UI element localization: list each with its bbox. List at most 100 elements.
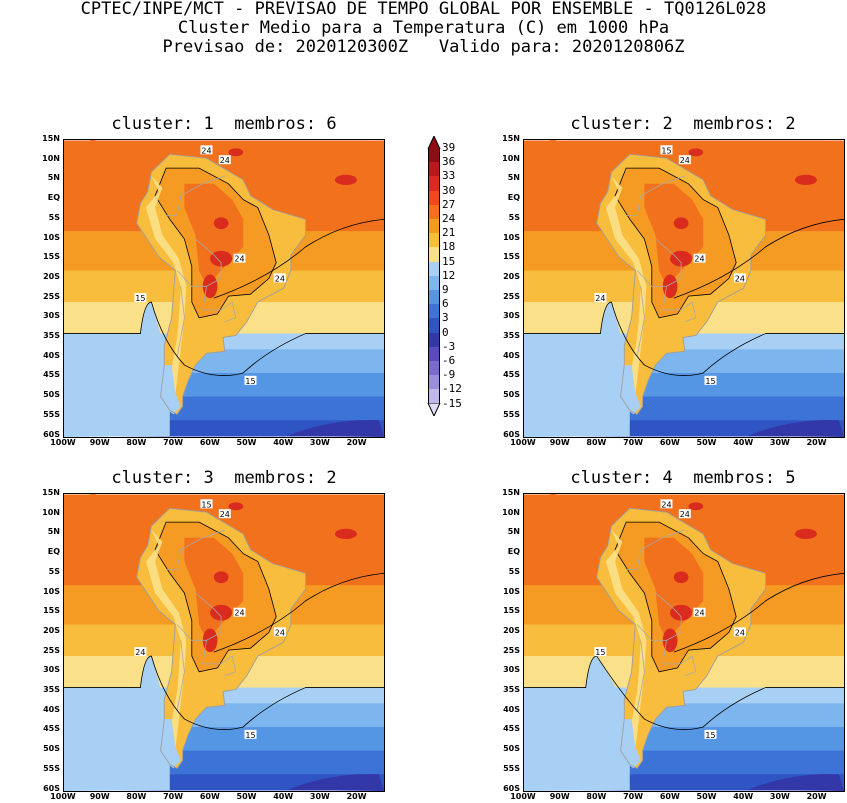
colorbar-box bbox=[428, 233, 440, 248]
coastline bbox=[136, 153, 307, 415]
andes-ridge bbox=[605, 530, 647, 763]
lat-tick-label: 55S bbox=[503, 763, 520, 773]
lat-tick-label: 40S bbox=[43, 350, 60, 360]
contour-label-text: 15 bbox=[201, 500, 211, 509]
lon-tick-label: 80W bbox=[126, 792, 147, 801]
map-panel-3: 24242424241515 bbox=[63, 493, 385, 792]
lon-tick-label: 20W bbox=[346, 438, 367, 447]
lat-tick-label: 60S bbox=[503, 783, 520, 793]
map-panel-2: 24242424241515 bbox=[523, 139, 845, 438]
lon-tick-label: 30W bbox=[769, 792, 790, 801]
contour-label: 15 bbox=[704, 729, 717, 740]
contour-label: 24 bbox=[134, 647, 147, 657]
colorbar-box bbox=[428, 219, 440, 234]
colorbar-label: 27 bbox=[442, 197, 456, 211]
contour-label-box bbox=[200, 499, 213, 509]
cool-ocean-region bbox=[524, 302, 630, 437]
contour-label-text: 24 bbox=[234, 255, 244, 264]
lat-tick-label: 30S bbox=[43, 665, 60, 675]
hot-spot bbox=[210, 250, 233, 267]
contour-label-text: 15 bbox=[245, 377, 255, 386]
lon-tick-label: 50W bbox=[696, 792, 717, 801]
hot-spot bbox=[334, 174, 357, 186]
contour-label: 24 bbox=[678, 509, 691, 519]
colorbar-label: 21 bbox=[442, 226, 456, 240]
contour-label: 24 bbox=[200, 145, 213, 155]
contour-label-box bbox=[660, 499, 673, 509]
lat-tick-label: 15N bbox=[42, 134, 60, 143]
lat-tick-label: 45S bbox=[503, 724, 520, 734]
cold-region bbox=[287, 420, 384, 437]
lat-tick-label: 35S bbox=[503, 685, 520, 694]
lat-tick-label: 45S bbox=[43, 370, 60, 380]
lat-tick-label: EQ bbox=[47, 193, 60, 203]
lat-tick-label: 45S bbox=[503, 370, 520, 380]
lat-tick-label: 40S bbox=[503, 704, 520, 714]
contour-24-ocean bbox=[213, 218, 384, 299]
country-border bbox=[176, 640, 185, 712]
colorbar-box bbox=[428, 261, 440, 277]
lat-tick-label: 10N bbox=[42, 507, 60, 517]
colorbar-box bbox=[428, 148, 440, 163]
lon-tick-label: 90W bbox=[89, 438, 110, 447]
contour-24-ocean bbox=[673, 218, 844, 299]
africa-edge bbox=[371, 140, 382, 161]
lat-tick-label: 20S bbox=[503, 271, 520, 281]
colorbar-box bbox=[428, 290, 440, 305]
lon-tick-label: 30W bbox=[309, 792, 330, 801]
colorbar-label: -6 bbox=[442, 354, 456, 367]
colorbar-box bbox=[428, 304, 440, 319]
lat-tick-label: 25S bbox=[503, 291, 520, 301]
lat-tick-label: 5S bbox=[48, 212, 60, 222]
country-border bbox=[176, 592, 222, 641]
patagonia-cool bbox=[160, 719, 181, 769]
colorbar-box bbox=[428, 176, 440, 192]
contour-label-box bbox=[200, 145, 213, 155]
lon-tick-label: 90W bbox=[549, 438, 570, 447]
contour-label-box bbox=[733, 627, 746, 637]
lon-tick-label: 30W bbox=[769, 438, 790, 447]
hot-spot bbox=[688, 148, 704, 157]
contour-label-text: 15 bbox=[705, 377, 715, 386]
lat-tick-label: 10S bbox=[503, 586, 520, 596]
lat-tick-label: 15N bbox=[502, 488, 520, 497]
header-line-3: Previsao de: 2020120300Z Valido para: 20… bbox=[162, 37, 685, 57]
hot-spot bbox=[673, 571, 689, 584]
contour-label-box bbox=[678, 509, 691, 519]
contour-label: 15 bbox=[704, 375, 717, 386]
contour-label-text: 24 bbox=[201, 146, 211, 155]
contour-label: 24 bbox=[678, 155, 691, 165]
hot-spot bbox=[662, 274, 678, 299]
header-line-1: CPTEC/INPE/MCT - PREVISAO DE TEMPO GLOBA… bbox=[80, 0, 767, 19]
lat-tick-label: 20S bbox=[503, 625, 520, 635]
lat-tick-label: 10N bbox=[502, 507, 520, 517]
lat-tick-label: EQ bbox=[47, 547, 60, 557]
colorbar-label: -15 bbox=[442, 396, 462, 410]
panel-title-2: cluster: 2 membros: 2 bbox=[570, 114, 796, 134]
hot-spot bbox=[202, 628, 218, 653]
lat-tick-label: 60S bbox=[503, 429, 520, 439]
lon-tick-label: 90W bbox=[89, 792, 110, 801]
country-border bbox=[662, 640, 697, 677]
contour-label-box bbox=[733, 273, 746, 283]
contour-label: 24 bbox=[218, 155, 231, 165]
contour-label: 24 bbox=[594, 293, 607, 303]
contour-label-text: 15 bbox=[661, 146, 671, 155]
colorbar-top-arrow bbox=[427, 136, 441, 149]
contour-label: 15 bbox=[660, 145, 673, 155]
contour-label-box bbox=[273, 627, 286, 637]
colorbar-label: 12 bbox=[442, 268, 456, 282]
patagonia-cool bbox=[620, 719, 641, 769]
country-border bbox=[636, 640, 645, 712]
contour-label-text: 15 bbox=[595, 648, 605, 657]
central-america bbox=[89, 140, 152, 170]
andes-ridge bbox=[605, 176, 647, 409]
country-border bbox=[626, 529, 685, 570]
lat-tick-label: 55S bbox=[43, 409, 60, 419]
lon-tick-label: 50W bbox=[236, 438, 257, 447]
country-border bbox=[166, 175, 225, 216]
panel-title-3: cluster: 3 membros: 2 bbox=[111, 468, 337, 488]
colorbar-label: 9 bbox=[442, 283, 449, 296]
lat-tick-label: 15S bbox=[43, 606, 60, 616]
contour-label-text: 24 bbox=[275, 628, 285, 637]
